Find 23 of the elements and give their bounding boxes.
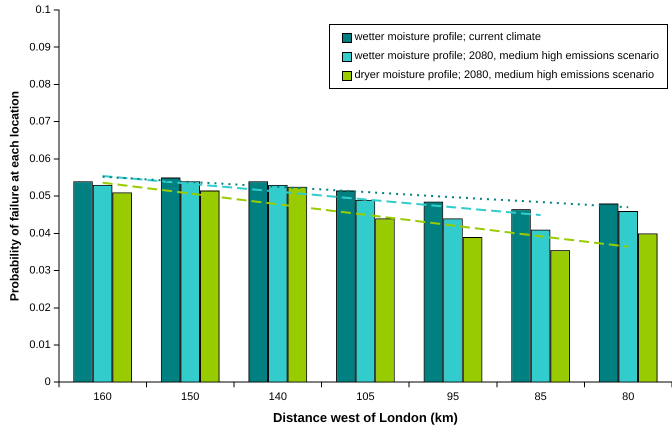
x-tick-label: 140 xyxy=(268,390,287,403)
y-tick-label: 0 xyxy=(44,376,51,388)
y-tick-label: 0.1 xyxy=(36,4,51,16)
y-tick-label: 0.08 xyxy=(29,78,51,90)
x-tick-label: 95 xyxy=(446,390,460,403)
y-tick-label: 0.04 xyxy=(29,227,51,240)
x-tick-label: 105 xyxy=(356,390,375,403)
y-tick-label: 0.09 xyxy=(29,41,51,54)
legend-label: wetter moisture profile; current climate xyxy=(354,30,541,45)
x-tick-label: 160 xyxy=(93,390,112,403)
legend-label: dryer moisture profile; 2080, medium high emissions scenario xyxy=(354,68,654,83)
y-tick-label: 0.03 xyxy=(29,264,51,277)
y-tick-label: 0.02 xyxy=(29,302,51,314)
legend-label: wetter moisture profile; 2080, medium high emissions scenario xyxy=(354,49,659,64)
x-tick-label: 85 xyxy=(534,390,547,403)
y-tick-label: 0.07 xyxy=(29,116,51,128)
y-tick-label: 0.01 xyxy=(29,339,51,352)
y-axis-title: Probability of failure at each location xyxy=(8,91,22,302)
y-tick-label: 0.05 xyxy=(29,190,51,202)
x-tick-label: 150 xyxy=(181,390,200,403)
x-tick-label: 80 xyxy=(622,390,634,403)
y-tick-label: 0.06 xyxy=(29,152,51,165)
x-axis-title: Distance west of London (km) xyxy=(272,410,458,425)
